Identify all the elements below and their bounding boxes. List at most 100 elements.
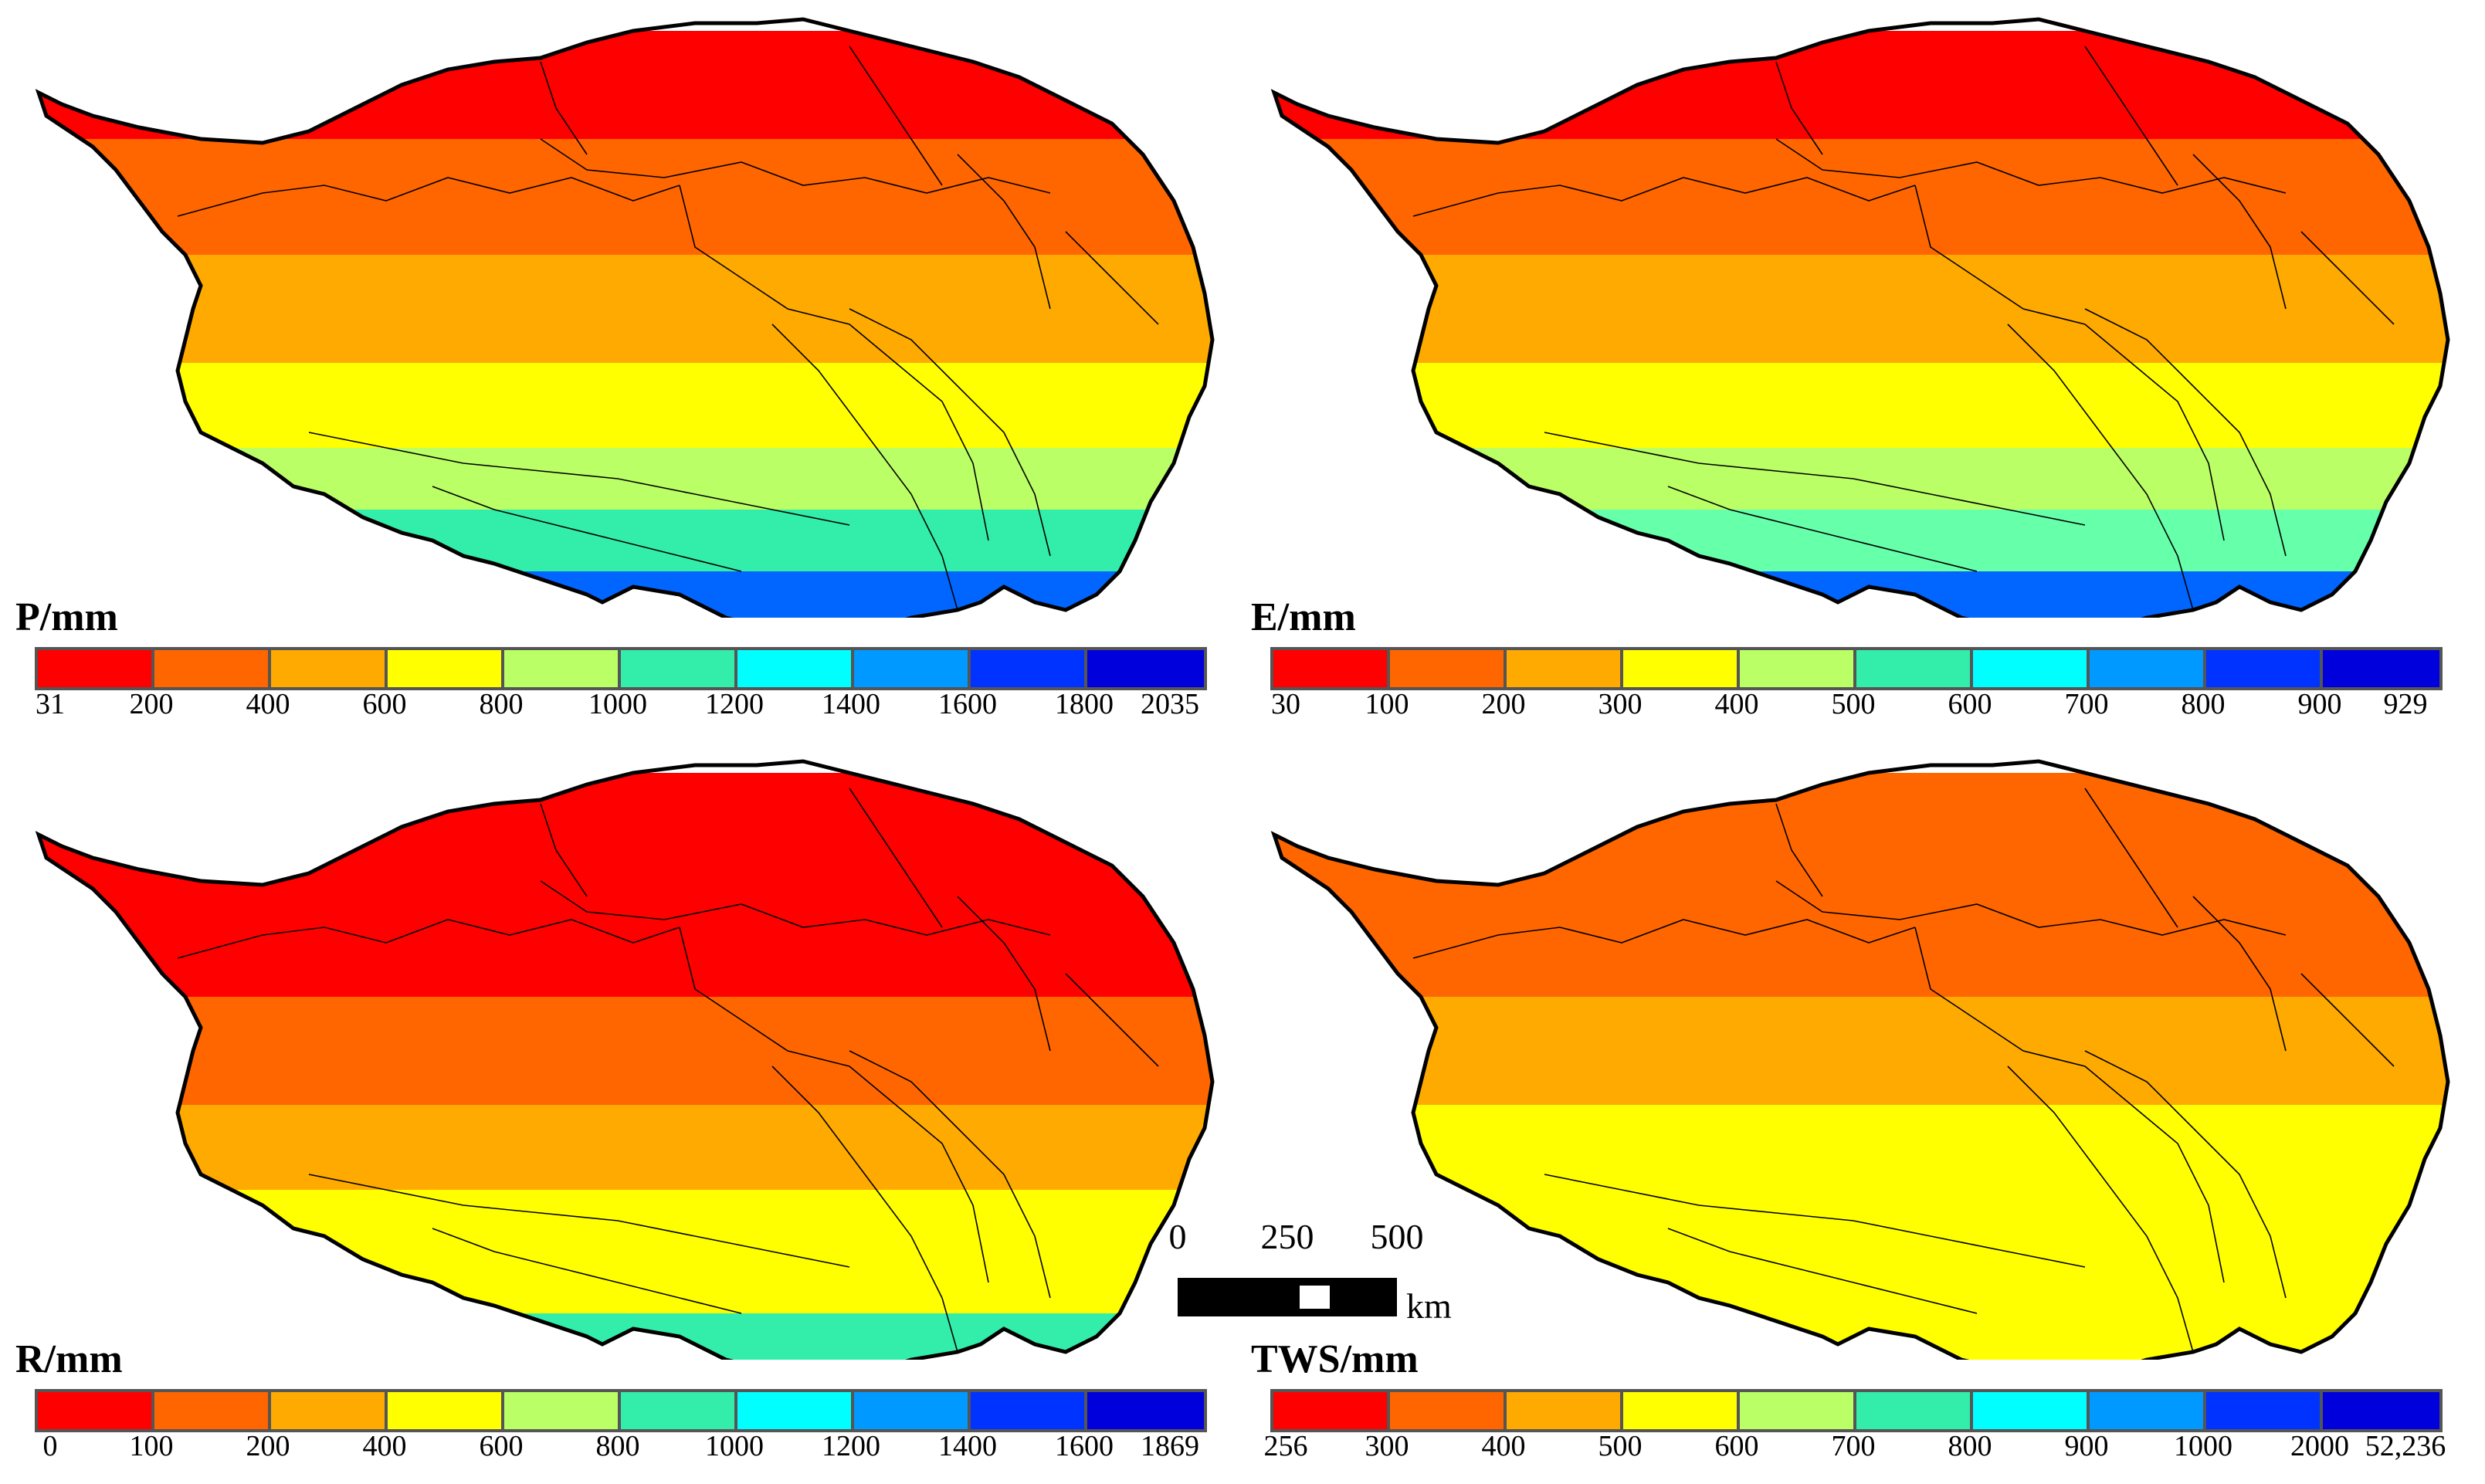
scale-label-500: 500 bbox=[1370, 1217, 1424, 1256]
legend-swatch bbox=[271, 1392, 388, 1429]
legend-tick-label: 1400 bbox=[822, 688, 880, 720]
legend-tick-label: 929 bbox=[2383, 688, 2428, 720]
legend-swatch bbox=[971, 1392, 1087, 1429]
basin-boundary bbox=[849, 788, 943, 928]
legend-swatch bbox=[2206, 650, 2323, 687]
basin-boundary bbox=[2300, 231, 2395, 325]
panel-title-runoff: R/mm bbox=[15, 1337, 123, 1381]
basin-boundary bbox=[1412, 177, 1916, 217]
region-outline bbox=[35, 759, 1215, 1360]
legend-tick-label: 600 bbox=[362, 688, 407, 720]
map-band bbox=[39, 881, 1212, 998]
map-band bbox=[39, 255, 1212, 364]
basin-boundary bbox=[771, 324, 958, 611]
map-panel-evaporation: E/mm 30 100 200 300 400 500 600 700 800 900 929 bbox=[1236, 0, 2471, 742]
basin-boundary bbox=[2084, 308, 2287, 557]
legend-ticks-runoff: 0 100 200 400 600 800 1000 1200 1400 1600 1869 bbox=[35, 1429, 1201, 1468]
legend-tick-label: 200 bbox=[246, 1430, 290, 1462]
legend-tick-label: 700 bbox=[1831, 1430, 1876, 1462]
scale-label-250: 250 bbox=[1260, 1217, 1314, 1256]
basin-boundary bbox=[177, 177, 680, 217]
legend-tick-label: 31 bbox=[36, 688, 65, 720]
legend-tick-label: 600 bbox=[1714, 1430, 1759, 1462]
legend-swatch bbox=[854, 1392, 971, 1429]
legend-bar-precipitation bbox=[35, 647, 1207, 690]
legend-swatch bbox=[1973, 650, 2090, 687]
legend-tick-label: 700 bbox=[2064, 688, 2109, 720]
basin-boundary bbox=[957, 896, 1051, 1052]
legend-tick-label: 500 bbox=[1598, 1430, 1643, 1462]
legend-tick-label: 1869 bbox=[1141, 1430, 1199, 1462]
map-band bbox=[39, 773, 1212, 883]
legend-tick-label: 300 bbox=[1365, 1430, 1409, 1462]
legend-tick-label: 1000 bbox=[2174, 1430, 2232, 1462]
map-band bbox=[1274, 363, 2448, 449]
basin-boundary bbox=[540, 880, 1051, 936]
basin-boundary bbox=[540, 61, 588, 155]
legend-swatch bbox=[2090, 650, 2206, 687]
panel-title-tws: TWS/mm bbox=[1251, 1337, 1419, 1381]
basin-boundary bbox=[1544, 432, 2086, 526]
legend-swatch bbox=[2323, 1392, 2439, 1429]
basin-boundary bbox=[849, 1050, 1051, 1299]
map-band bbox=[1274, 255, 2448, 364]
map-band bbox=[39, 1105, 1212, 1191]
legend-tick-label: 800 bbox=[479, 688, 524, 720]
map-precipitation bbox=[35, 17, 1215, 618]
legend-swatch bbox=[388, 1392, 504, 1429]
scale-unit: km bbox=[1406, 1286, 1452, 1326]
basin-boundary bbox=[849, 308, 1051, 557]
map-band bbox=[1274, 510, 2448, 573]
region-outline bbox=[1270, 17, 2450, 618]
map-band bbox=[39, 510, 1212, 573]
legend-swatch bbox=[154, 650, 271, 687]
legend-swatch bbox=[1856, 1392, 1973, 1429]
basin-boundary bbox=[432, 486, 742, 572]
legend-swatch bbox=[504, 650, 621, 687]
legend-swatch bbox=[1390, 1392, 1507, 1429]
legend-swatch bbox=[1740, 1392, 1856, 1429]
scale-bar: 0 250 500 km bbox=[1169, 1216, 1494, 1326]
basin-boundary bbox=[849, 46, 943, 186]
basin-boundary bbox=[1667, 486, 1978, 572]
map-band bbox=[1274, 448, 2448, 511]
map-band bbox=[1274, 139, 2448, 256]
basin-boundary bbox=[1667, 1228, 1978, 1314]
map-evaporation bbox=[1270, 17, 2450, 618]
map-band bbox=[39, 448, 1212, 511]
legend-swatch bbox=[1507, 1392, 1623, 1429]
legend-swatch bbox=[2090, 1392, 2206, 1429]
legend-swatch bbox=[621, 1392, 737, 1429]
map-band bbox=[1274, 997, 2448, 1106]
legend-tick-label: 600 bbox=[1948, 688, 1992, 720]
map-band bbox=[1274, 1105, 2448, 1191]
legend-swatch bbox=[1273, 650, 1390, 687]
map-band bbox=[39, 997, 1212, 1106]
legend-swatch bbox=[1390, 650, 1507, 687]
panel-title-evaporation: E/mm bbox=[1251, 595, 1356, 639]
map-panel-runoff: R/mm 0 100 200 400 600 800 1000 1200 1400 1600 1869 bbox=[0, 742, 1236, 1484]
legend-tick-label: 2035 bbox=[1141, 688, 1199, 720]
map-band bbox=[1274, 881, 2448, 998]
map-panel-precipitation: P/mm 31 200 400 600 800 1000 1200 1400 1600 1800 20… bbox=[0, 0, 1236, 742]
legend-tick-label: 400 bbox=[246, 688, 290, 720]
basin-boundary bbox=[432, 1228, 742, 1314]
map-band bbox=[39, 1252, 1212, 1315]
legend-tick-label: 1200 bbox=[705, 688, 764, 720]
map-tws bbox=[1270, 759, 2450, 1360]
legend-swatch bbox=[1856, 650, 1973, 687]
legend-bar-tws bbox=[1270, 1389, 2443, 1432]
map-runoff bbox=[35, 759, 1215, 1360]
basin-boundary bbox=[1412, 919, 1916, 959]
map-band bbox=[39, 363, 1212, 449]
basin-boundary bbox=[308, 1174, 850, 1268]
basin-boundary bbox=[2084, 46, 2178, 186]
basin-boundary bbox=[2084, 788, 2178, 928]
legend-ticks-evaporation: 30 100 200 300 400 500 600 700 800 900 929 bbox=[1270, 687, 2436, 726]
legend-ticks-tws: 256 300 400 500 600 700 800 900 1000 2000 52,236 bbox=[1264, 1429, 2446, 1468]
legend-tick-label: 256 bbox=[1263, 1430, 1308, 1462]
legend-tick-label: 1000 bbox=[705, 1430, 764, 1462]
legend-swatch bbox=[1623, 1392, 1740, 1429]
legend-swatch bbox=[971, 650, 1087, 687]
legend-swatch bbox=[1623, 650, 1740, 687]
